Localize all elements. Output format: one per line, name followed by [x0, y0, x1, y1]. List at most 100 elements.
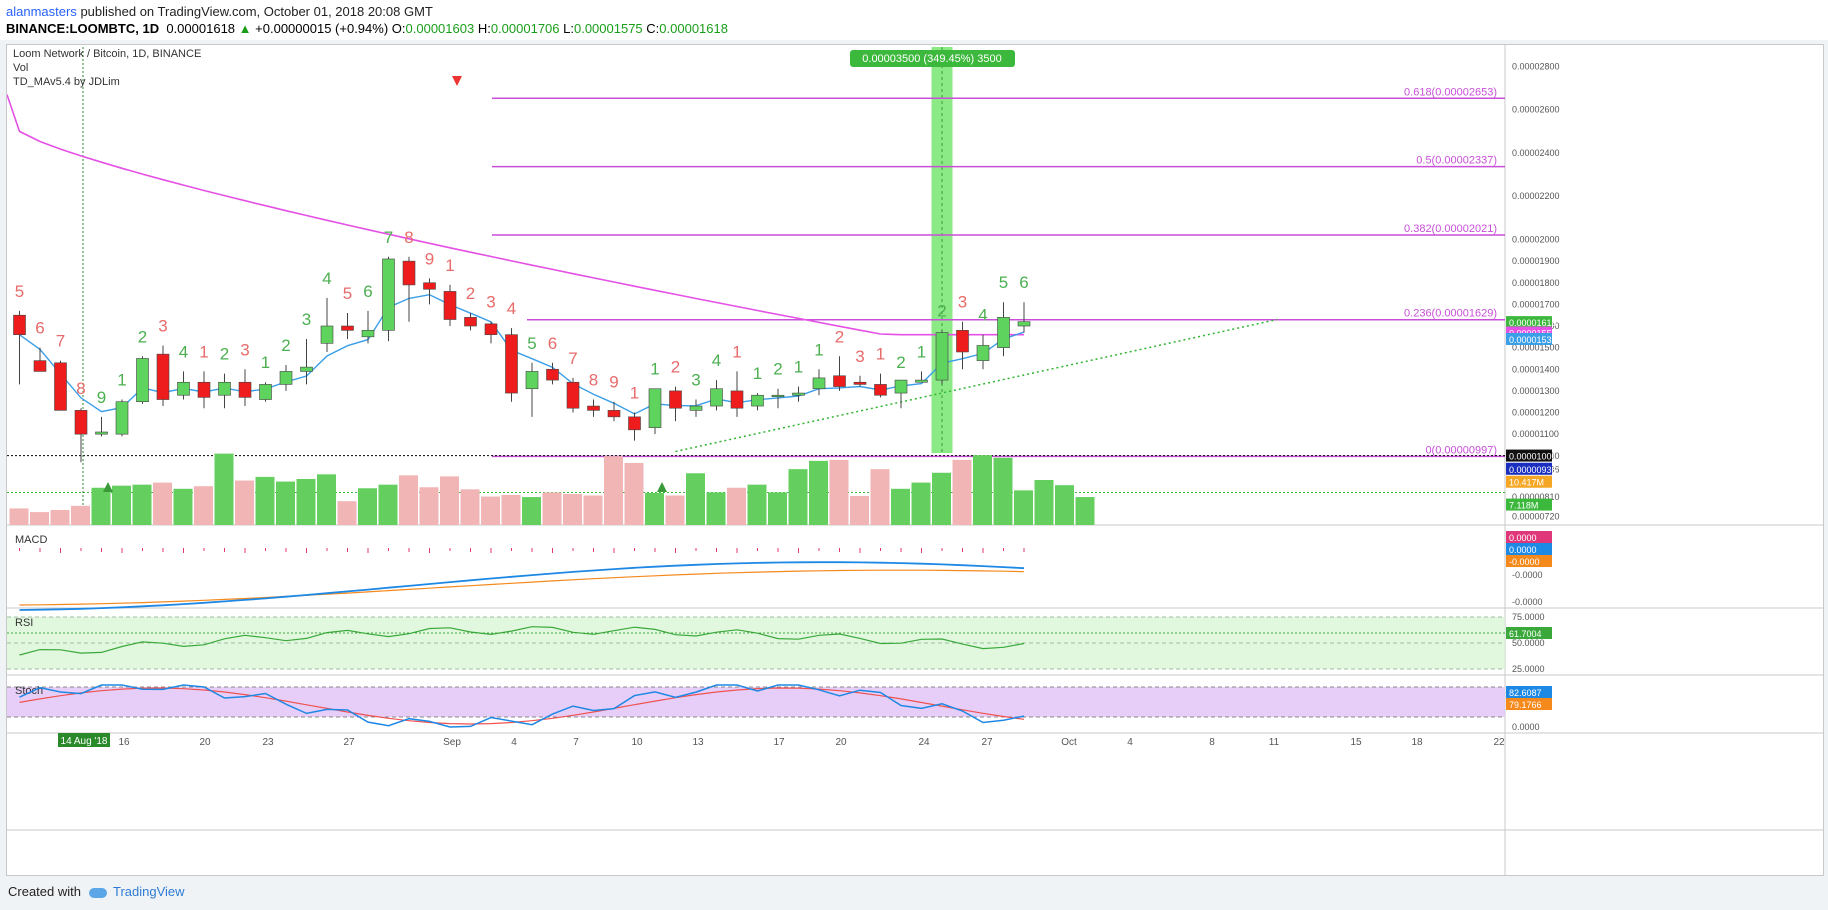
price-tick-label: 0.00001700 — [1512, 299, 1560, 309]
td-count-label: 1 — [876, 345, 885, 364]
td-count-label: 6 — [548, 334, 557, 353]
author-link[interactable]: alanmasters — [6, 4, 77, 19]
candle-body — [853, 381, 867, 385]
candle-body — [33, 360, 47, 372]
price-tick-label: 0.00001800 — [1512, 278, 1560, 288]
candle-body — [484, 323, 498, 335]
volume-bar — [522, 497, 541, 525]
td-count-label: 9 — [97, 388, 106, 407]
td-count-label: 1 — [732, 342, 741, 361]
td-count-label: 3 — [691, 371, 700, 390]
legend-title: Loom Network / Bitcoin, 1D, BINANCE — [13, 48, 201, 60]
volume-bar — [112, 485, 131, 525]
trend-line — [675, 318, 1278, 453]
volume-bar — [624, 462, 644, 525]
chart-area[interactable]: 0.00003500 (349.45%) 3500 0.618(0.0000265… — [6, 44, 1824, 876]
price-tick-label: 0.00002200 — [1512, 191, 1560, 201]
td-count-label: 9 — [425, 249, 434, 268]
tradingview-brand[interactable]: TradingView — [112, 884, 185, 899]
price-chart-svg[interactable]: 0.00003500 (349.45%) 3500 0.618(0.0000265… — [7, 45, 1823, 875]
volume-bar — [194, 486, 213, 525]
td-count-label: 2 — [220, 345, 229, 364]
time-tick-label: Sep — [443, 737, 461, 748]
time-tick-label: 20 — [199, 737, 211, 748]
candle-body — [607, 410, 621, 418]
td-count-label: 8 — [589, 371, 598, 390]
stoch-axis-badge-text: 79.1766 — [1509, 700, 1542, 710]
candle-body — [894, 379, 908, 394]
volume-bar — [50, 510, 70, 525]
price-tick-label: 0.00001500 — [1512, 343, 1560, 353]
macd-axis-badge — [1506, 555, 1552, 567]
td-count-label: 6 — [1019, 273, 1028, 292]
macd-title: MACD — [15, 534, 47, 546]
candle-body — [874, 384, 887, 396]
td-count-label: 9 — [609, 373, 618, 392]
volume-bar — [583, 495, 603, 525]
volume-bar — [30, 512, 49, 525]
candle-body — [628, 416, 641, 431]
td-count-label: 5 — [527, 334, 536, 353]
td-count-label: 1 — [630, 384, 639, 403]
price-axis-badge-text: 0.00001618 — [1509, 318, 1557, 328]
volume-bar — [952, 459, 972, 525]
candle-body — [648, 388, 662, 428]
buy-marker-icon — [103, 482, 113, 492]
rsi-title: RSI — [15, 617, 33, 629]
td-count-label: 3 — [486, 293, 495, 312]
price-axis-badge — [1506, 462, 1552, 475]
candle-body — [74, 410, 88, 435]
fib-label: 0.5(0.00002337) — [1416, 155, 1497, 167]
price-tick-label: 0.00001900 — [1512, 256, 1560, 266]
volume-bar — [214, 453, 234, 525]
candle-body — [689, 405, 703, 411]
time-tick-label: 20 — [835, 737, 847, 748]
volume-bar — [850, 496, 869, 525]
price-axis-badge-text: 0.00000936 — [1509, 465, 1557, 475]
candle-body — [279, 371, 293, 385]
td-count-label: 1 — [814, 340, 823, 359]
stoch-tick-label: 0.0000 — [1512, 722, 1540, 732]
price-tick-label: 0.00001400 — [1512, 364, 1560, 374]
rsi-axis-badge — [1506, 627, 1552, 639]
candle-body — [915, 379, 928, 383]
stoch-axis-badge — [1506, 686, 1552, 698]
fib-label: 0.236(0.00001629) — [1404, 308, 1497, 320]
volume-bar — [153, 482, 172, 525]
candle-body — [997, 317, 1010, 348]
sell-marker-icon — [452, 76, 462, 86]
td-count-label: 6 — [35, 319, 44, 338]
volume-bar — [173, 488, 193, 525]
macd-tick-label: -0.0000 — [1512, 597, 1543, 607]
macd-axis-badge-text: -0.0000 — [1509, 557, 1540, 567]
td-count-label: 3 — [958, 293, 967, 312]
volume-axis-badge-text: 10.417M — [1509, 478, 1544, 488]
td-count-label: 2 — [937, 301, 946, 320]
price-tick-label: 0.00002800 — [1512, 61, 1560, 71]
price-tick-label: 0.00000810 — [1512, 492, 1560, 502]
macd-signal-line — [19, 569, 1025, 606]
volume-bar — [276, 481, 295, 525]
volume-bar — [809, 460, 828, 525]
volume-bar — [1034, 480, 1054, 525]
publish-line: alanmasters published on TradingView.com… — [6, 4, 433, 19]
volume-bar — [317, 474, 336, 525]
candle-body — [587, 405, 600, 411]
candle-body — [115, 401, 129, 435]
time-tick-label: 11 — [1269, 737, 1280, 748]
volume-bar — [255, 476, 275, 525]
td-count-label: 4 — [179, 342, 188, 361]
volume-bar — [296, 478, 316, 525]
volume-bar — [870, 469, 890, 525]
fib-label: 0.382(0.00002021) — [1404, 223, 1497, 235]
candle-body — [402, 260, 416, 286]
candle-body — [751, 394, 764, 407]
candle-body — [259, 384, 272, 400]
stoch-axis-badge-text: 82.6087 — [1509, 688, 1542, 698]
fib-label: 0(0.00000997) — [1425, 444, 1497, 456]
rsi-tick-label: 50.0000 — [1512, 638, 1545, 648]
candle-body — [341, 325, 354, 331]
ohlc-line: BINANCE:LOOMBTC, 1D 0.00001618 ▲ +0.0000… — [6, 21, 728, 36]
price-tick-label: 0.00002600 — [1512, 105, 1560, 115]
time-tick-label: 13 — [692, 737, 704, 748]
